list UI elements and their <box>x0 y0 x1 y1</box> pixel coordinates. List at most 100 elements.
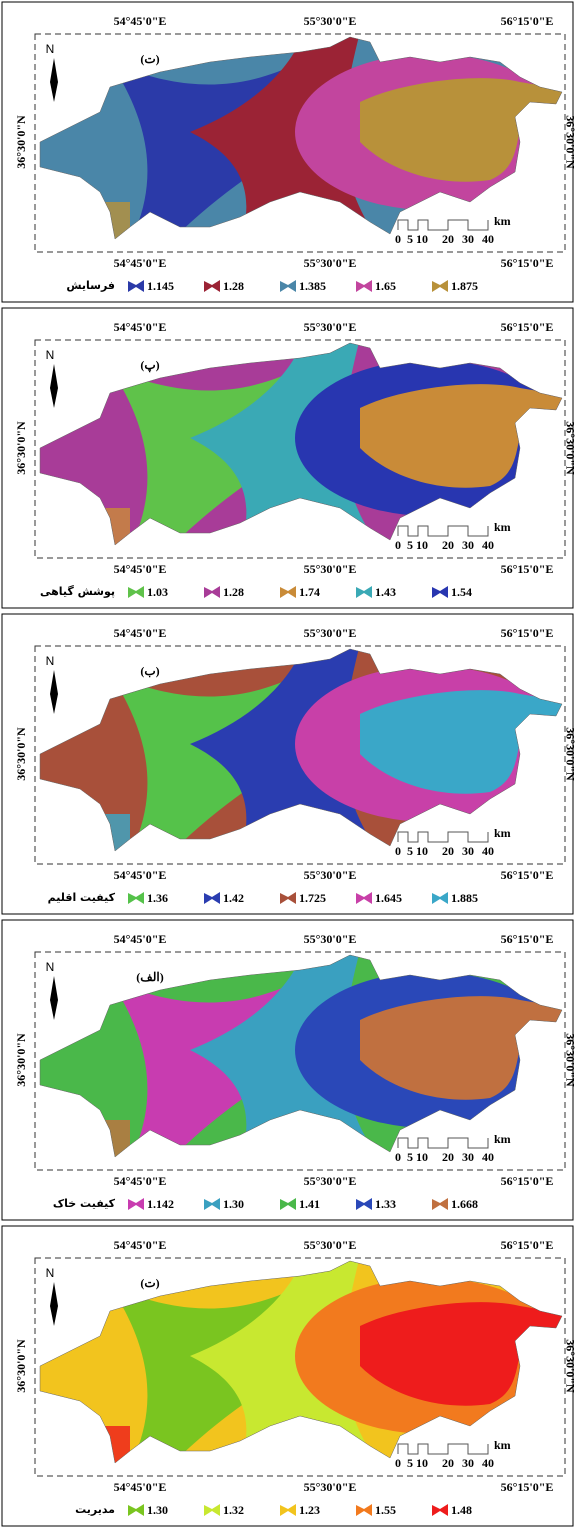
scale-label: 20 <box>442 1456 454 1470</box>
scale-unit: km <box>494 1438 511 1452</box>
right-coordinate: 36°30'0"N <box>563 115 576 169</box>
scale-label: 20 <box>442 844 454 858</box>
north-label: N <box>46 348 55 362</box>
legend-label: 1.65 <box>375 279 396 293</box>
bottom-coordinate: 54°45'0"E <box>114 1480 167 1494</box>
top-coordinate: 56°15'0"E <box>501 14 554 28</box>
scale-label: 10 <box>416 232 428 246</box>
scale-label: 5 <box>407 232 413 246</box>
legend-label: 1.43 <box>375 585 396 599</box>
left-coordinate: 36°30'0"N <box>14 421 28 475</box>
legend-title: فرسایش <box>66 279 115 292</box>
scale-label: 30 <box>462 844 474 858</box>
map-panel: 54°45'0"E54°45'0"E55°30'0"E55°30'0"E56°1… <box>0 1226 576 1526</box>
legend-label: 1.885 <box>451 891 478 905</box>
scale-label: 40 <box>482 1456 494 1470</box>
legend-label: 1.30 <box>223 1197 244 1211</box>
legend-label: 1.32 <box>223 1503 244 1517</box>
panel-label: (پ) <box>140 358 159 372</box>
legend-title: مدیریت <box>75 1503 115 1516</box>
top-coordinate: 54°45'0"E <box>114 320 167 334</box>
map-panel: 54°45'0"E54°45'0"E55°30'0"E55°30'0"E56°1… <box>0 308 576 608</box>
legend-label: 1.645 <box>375 891 402 905</box>
legend-label: 1.48 <box>451 1503 472 1517</box>
bottom-coordinate: 54°45'0"E <box>114 868 167 882</box>
panel-label: (ت) <box>140 1276 159 1290</box>
legend-label: 1.145 <box>147 279 174 293</box>
panel-label: (ب) <box>140 664 159 678</box>
legend-label: 1.55 <box>375 1503 396 1517</box>
scale-label: 20 <box>442 538 454 552</box>
scale-label: 0 <box>395 1456 401 1470</box>
top-coordinate: 55°30'0"E <box>304 932 357 946</box>
top-coordinate: 55°30'0"E <box>304 626 357 640</box>
north-label: N <box>46 42 55 56</box>
bottom-coordinate: 56°15'0"E <box>501 1174 554 1188</box>
top-coordinate: 54°45'0"E <box>114 626 167 640</box>
bottom-coordinate: 56°15'0"E <box>501 868 554 882</box>
map-panel: 54°45'0"E 54°45'0"E 55°30'0"E 55°30'0"E 56°1… <box>0 614 576 914</box>
bottom-coordinate: 55°30'0"E <box>304 1480 357 1494</box>
bottom-coordinate: 55°30'0"E <box>304 562 357 576</box>
scale-label: 40 <box>482 232 494 246</box>
legend-label: 1.23 <box>299 1503 320 1517</box>
north-label: N <box>46 654 55 668</box>
bottom-coordinate: 54°45'0"E <box>114 256 167 270</box>
legend-label: 1.28 <box>223 279 244 293</box>
scale-label: 10 <box>416 1456 428 1470</box>
bottom-coordinate: 55°30'0"E <box>304 1174 357 1188</box>
bottom-coordinate: 54°45'0"E <box>114 1174 167 1188</box>
legend-label: 1.385 <box>299 279 326 293</box>
top-coordinate: 54°45'0"E <box>114 1238 167 1252</box>
left-coordinate: 36°30'0"N <box>14 1033 28 1087</box>
legend-label: 1.668 <box>451 1197 478 1211</box>
scale-label: 0 <box>395 232 401 246</box>
top-coordinate: 54°45'0"E <box>114 14 167 28</box>
scale-label: 10 <box>416 844 428 858</box>
scale-label: 40 <box>482 538 494 552</box>
top-coordinate: 56°15'0"E <box>501 320 554 334</box>
scale-label: 5 <box>407 538 413 552</box>
scale-label: 10 <box>416 538 428 552</box>
right-coordinate: 36°30'0"N <box>563 1033 576 1087</box>
right-coordinate: 36°30'0"N <box>563 727 576 781</box>
legend-label: 1.54 <box>451 585 472 599</box>
legend-label: 1.30 <box>147 1503 168 1517</box>
scale-label: 5 <box>407 1150 413 1164</box>
legend-label: 1.03 <box>147 585 168 599</box>
map-panel: 54°45'0"E 54°45'0"E 55°30'0"E 55°30'0"E 56°1… <box>0 2 576 302</box>
north-label: N <box>46 1266 55 1280</box>
scale-label: 0 <box>395 844 401 858</box>
scale-label: 5 <box>407 844 413 858</box>
scale-unit: km <box>494 520 511 534</box>
bottom-coordinate: 56°15'0"E <box>501 256 554 270</box>
north-label: N <box>46 960 55 974</box>
legend-title: پوشش گیاهی <box>40 585 115 598</box>
figure: 54°45'0"E 54°45'0"E 55°30'0"E 55°30'0"E 56°1… <box>0 0 576 1531</box>
scale-label: 40 <box>482 844 494 858</box>
left-coordinate: 36°30'0"N <box>14 727 28 781</box>
legend-label: 1.142 <box>147 1197 174 1211</box>
scale-label: 20 <box>442 1150 454 1164</box>
legend-label: 1.36 <box>147 891 168 905</box>
top-coordinate: 56°15'0"E <box>501 932 554 946</box>
panel-label: (الف) <box>136 970 163 984</box>
legend-label: 1.42 <box>223 891 244 905</box>
scale-label: 0 <box>395 1150 401 1164</box>
legend-title: کیفیت خاک <box>53 1197 116 1210</box>
scale-label: 30 <box>462 1150 474 1164</box>
scale-label: 30 <box>462 1456 474 1470</box>
bottom-coordinate: 56°15'0"E <box>501 562 554 576</box>
bottom-coordinate: 56°15'0"E <box>501 1480 554 1494</box>
legend-label: 1.41 <box>299 1197 320 1211</box>
top-coordinate: 54°45'0"E <box>114 932 167 946</box>
top-coordinate: 55°30'0"E <box>304 14 357 28</box>
top-coordinate: 56°15'0"E <box>501 1238 554 1252</box>
legend-label: 1.725 <box>299 891 326 905</box>
bottom-coordinate: 55°30'0"E <box>304 256 357 270</box>
left-coordinate: 36°30'0"N <box>14 115 28 169</box>
top-coordinate: 56°15'0"E <box>501 626 554 640</box>
legend-label: 1.28 <box>223 585 244 599</box>
legend-label: 1.74 <box>299 585 320 599</box>
bottom-coordinate: 55°30'0"E <box>304 868 357 882</box>
